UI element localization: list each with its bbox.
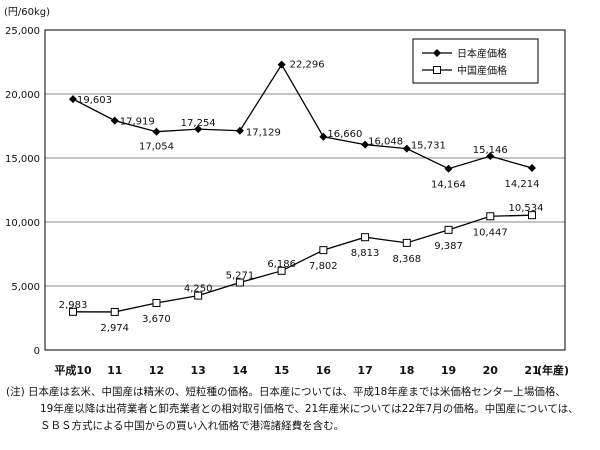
data-point — [402, 238, 411, 247]
data-label: 7,802 — [309, 261, 338, 272]
y-tick-label: 10,000 — [5, 218, 40, 229]
data-label: 4,250 — [184, 284, 213, 295]
x-tick-label: 12 — [149, 364, 164, 377]
data-point — [486, 212, 495, 221]
y-unit-label: (円/60kg) — [4, 7, 50, 18]
data-label: 2,974 — [100, 323, 129, 334]
data-point — [319, 132, 328, 141]
data-point — [528, 164, 536, 173]
data-label: 15,146 — [473, 145, 508, 156]
y-axis-ticks: 0 5,000 10,000 15,000 20,000 25,000 — [5, 26, 40, 357]
data-label: 17,254 — [181, 118, 216, 129]
x-tick-label: 17 — [357, 364, 372, 377]
y-tick-label: 5,000 — [11, 282, 40, 293]
data-point — [361, 140, 370, 149]
y-tick-label: 20,000 — [5, 90, 40, 101]
data-point — [235, 278, 244, 287]
data-label: 17,919 — [120, 117, 155, 128]
x-tick-label: 平成10 — [54, 363, 92, 377]
footnote: (注) 日本産は玄米、中国産は精米の、短粒種の価格。日本産については、平成18年… — [6, 384, 594, 435]
series-line — [72, 214, 533, 313]
data-label: 9,387 — [434, 241, 463, 252]
x-tick-label: 14 — [232, 364, 248, 377]
data-label: 16,048 — [368, 137, 403, 148]
x-tick-label: 21 — [524, 364, 539, 377]
data-label: 17,054 — [139, 142, 174, 153]
x-tick-label: 19 — [441, 364, 456, 377]
y-tick-label: 25,000 — [5, 26, 40, 37]
data-label: 10,534 — [509, 203, 544, 214]
data-point — [444, 225, 453, 234]
data-point — [110, 307, 119, 316]
data-point — [277, 266, 286, 275]
legend-marker — [433, 49, 441, 57]
data-label: 22,296 — [290, 60, 325, 71]
series-line — [72, 63, 533, 170]
x-tick-label: 15 — [274, 364, 289, 377]
data-label: 14,214 — [505, 179, 540, 190]
x-tick-label: 11 — [107, 364, 122, 377]
legend-label: 日本産価格 — [457, 47, 507, 60]
legend-label: 中国産価格 — [457, 64, 507, 77]
x-tick-label: 18 — [399, 364, 414, 377]
x-tick-label: 16 — [316, 364, 332, 377]
plot-frame — [44, 29, 566, 351]
series-layer: 19,603 17,919 17,054 17,254 17,129 22,296 16,6… — [59, 60, 544, 334]
data-point — [152, 127, 161, 136]
y-tick-label: 15,000 — [5, 154, 40, 165]
data-label: 2,983 — [59, 300, 88, 311]
footnote-line-2: 19年産以降は出荷業者と卸売業者との相対取引価格で、21年産米については22年7… — [40, 403, 579, 415]
data-label: 19,603 — [77, 95, 112, 106]
x-axis-ticks: 平成10 11 12 13 14 15 16 17 18 19 20 21 — [54, 363, 539, 377]
data-label: 5,271 — [226, 271, 255, 282]
series-china: 2,983 2,974 3,670 4,250 5,271 6,186 7,802 8,813… — [59, 203, 544, 334]
data-point — [235, 126, 244, 135]
data-label: 17,129 — [246, 128, 281, 139]
footnote-line-1: (注) 日本産は玄米、中国産は精米の、短粒種の価格。日本産については、平成18年… — [6, 386, 566, 398]
data-point — [402, 144, 411, 153]
data-point — [194, 125, 203, 134]
data-point — [152, 299, 161, 308]
data-label: 15,731 — [411, 141, 446, 152]
legend-marker — [433, 66, 441, 74]
data-label: 8,368 — [392, 254, 421, 265]
data-point — [528, 211, 536, 220]
x-tick-label: 20 — [483, 364, 499, 377]
data-point — [486, 152, 495, 161]
data-point — [69, 307, 77, 316]
data-point — [69, 95, 77, 104]
x-tick-label: 13 — [191, 364, 206, 377]
data-point — [277, 60, 286, 69]
data-point — [444, 164, 453, 173]
data-label: 16,660 — [327, 129, 362, 140]
series-japan: 19,603 17,919 17,054 17,254 17,129 22,296 16,6… — [69, 60, 540, 191]
data-point — [319, 246, 328, 255]
gridlines — [45, 93, 565, 287]
data-point — [194, 291, 203, 300]
legend-box — [412, 38, 539, 84]
data-label: 8,813 — [351, 248, 380, 259]
data-point — [361, 233, 370, 242]
data-label: 6,186 — [267, 259, 296, 270]
data-label: 10,447 — [473, 227, 508, 238]
y-tick-label: 0 — [34, 346, 40, 357]
data-point — [110, 116, 119, 125]
data-label: 14,164 — [431, 180, 466, 191]
x-axis-suffix: (年産) — [537, 363, 569, 377]
data-label: 3,670 — [142, 314, 171, 325]
price-line-chart: (円/60kg) 05,00010,00015,00020,00025,000 … — [4, 7, 569, 377]
footnote-line-3: ＳＢＳ方式による中国からの買い入れ価格で港湾諸経費を含む。 — [40, 420, 345, 432]
